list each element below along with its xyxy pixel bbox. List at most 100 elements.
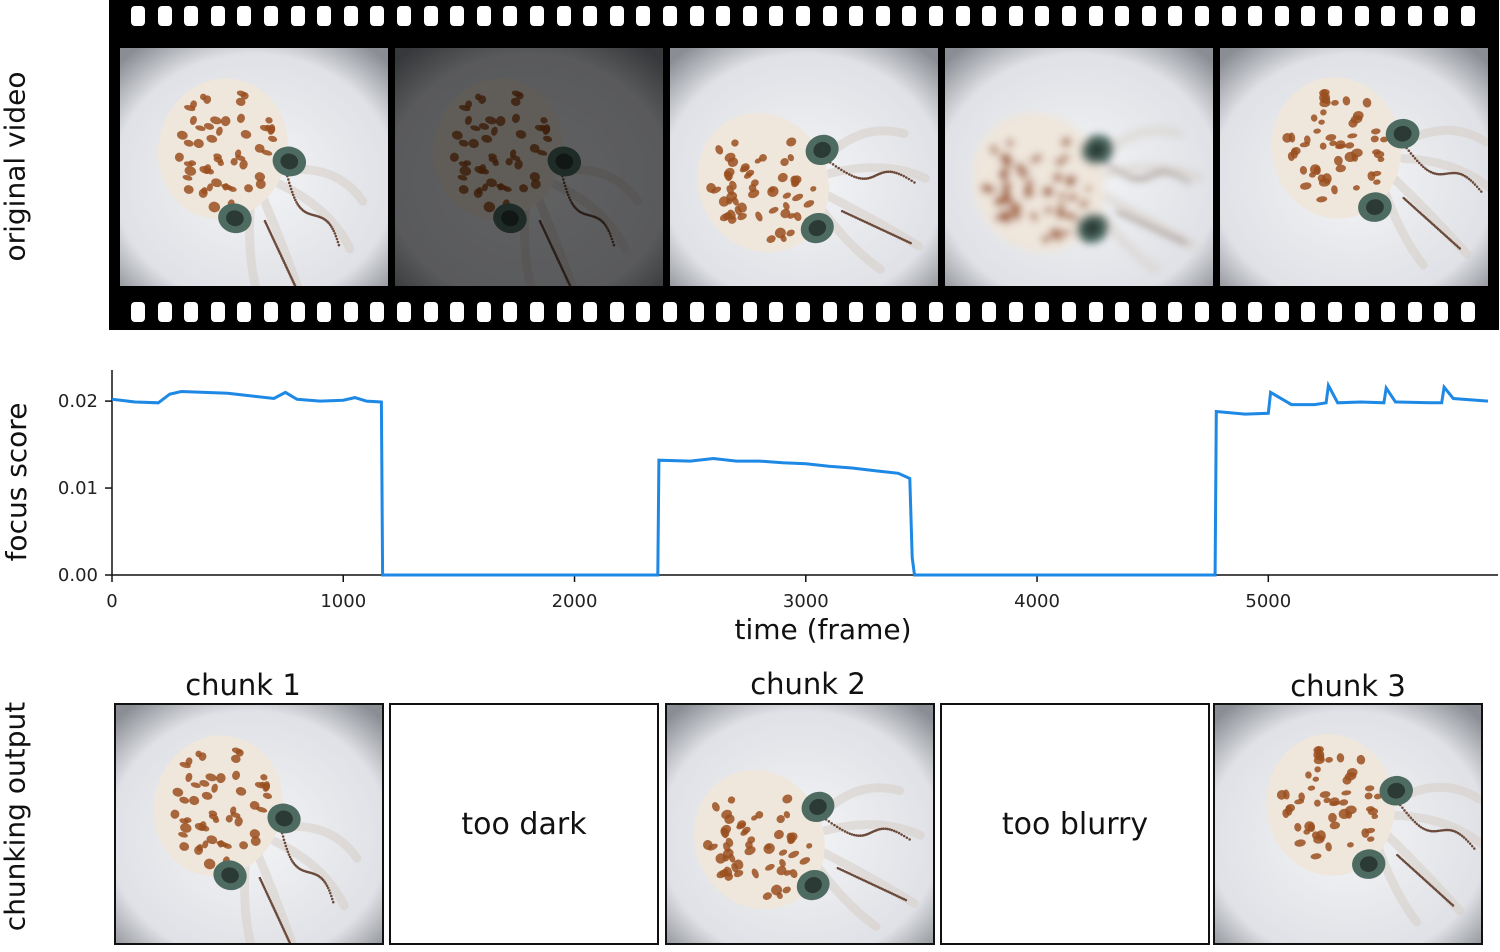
sprocket-hole <box>1434 302 1449 322</box>
sprocket-hole <box>530 6 544 26</box>
sprocket-hole <box>742 6 757 26</box>
sprocket-hole <box>689 6 704 26</box>
x-tick-label: 0 <box>106 591 117 612</box>
sprocket-hole <box>450 6 465 26</box>
chunk-box-too-dark: too dark <box>389 703 659 945</box>
sprocket-hole <box>822 6 837 26</box>
sprocket-hole <box>636 302 651 322</box>
sprocket-hole <box>663 302 677 322</box>
sprocket-hole <box>1328 302 1342 322</box>
sprocket-hole <box>1248 302 1263 322</box>
film-frame-5 <box>1220 48 1488 286</box>
sprocket-hole <box>530 302 544 322</box>
film-frame-2 <box>395 48 663 286</box>
sprocket-hole <box>663 6 677 26</box>
sprocket-hole <box>184 302 199 322</box>
sprocket-hole <box>583 302 598 322</box>
x-tick-label: 3000 <box>783 591 829 612</box>
film-frame-4 <box>945 48 1213 286</box>
sprocket-hole <box>556 302 571 322</box>
film-frame-3 <box>670 48 938 286</box>
chunk-title-2: chunk 2 <box>750 667 866 701</box>
focus-score-chart: 0 1000 2000 3000 4000 5000 0.00 0.01 0.02 time (… <box>0 370 1498 645</box>
sprocket-hole <box>1328 6 1342 26</box>
sprocket-hole <box>902 6 917 26</box>
sprocket-hole <box>264 302 278 322</box>
chunk-box-1 <box>114 703 384 945</box>
sprocket-hole <box>822 302 837 322</box>
sprocket-hole <box>1115 6 1130 26</box>
chunk-title-3: chunk 3 <box>1290 669 1406 703</box>
sprocket-hole <box>1381 302 1396 322</box>
sprocket-hole <box>769 302 784 322</box>
sprocket-hole <box>556 6 571 26</box>
sprocket-hole <box>742 302 757 322</box>
row-label-chunking-output: chunking output <box>0 701 32 932</box>
sprocket-hole <box>290 6 305 26</box>
y-tick-label: 0.02 <box>58 391 98 412</box>
sprocket-hole <box>1301 6 1316 26</box>
too-dark-label: too dark <box>461 806 587 842</box>
sprocket-hole <box>929 302 943 322</box>
sprocket-hole <box>397 302 411 322</box>
sprocket-hole <box>503 6 518 26</box>
sprocket-hole <box>1461 6 1475 26</box>
film-sprocket-holes-bottom <box>109 302 1499 324</box>
sprocket-hole <box>1381 6 1396 26</box>
sprocket-hole <box>583 6 598 26</box>
sprocket-hole <box>982 302 997 322</box>
sprocket-hole <box>423 6 438 26</box>
sprocket-hole <box>370 6 385 26</box>
sprocket-hole <box>849 302 864 322</box>
sprocket-hole <box>875 302 890 322</box>
sprocket-hole <box>157 6 172 26</box>
sprocket-hole <box>370 302 385 322</box>
too-blurry-label: too blurry <box>1001 806 1149 842</box>
sprocket-hole <box>184 6 199 26</box>
sprocket-hole <box>769 6 784 26</box>
sprocket-hole <box>1008 6 1023 26</box>
sprocket-hole <box>317 6 332 26</box>
sprocket-hole <box>264 6 278 26</box>
sprocket-hole <box>131 6 145 26</box>
sprocket-hole <box>1221 302 1236 322</box>
sprocket-hole <box>1407 6 1422 26</box>
sprocket-hole <box>1274 302 1289 322</box>
sprocket-hole <box>875 6 890 26</box>
sprocket-hole <box>1141 302 1156 322</box>
sprocket-hole <box>902 302 917 322</box>
sprocket-hole <box>982 6 997 26</box>
sprocket-hole <box>1035 302 1050 322</box>
x-tick-label: 5000 <box>1245 591 1291 612</box>
sprocket-hole <box>1168 302 1183 322</box>
sprocket-hole <box>1301 302 1316 322</box>
sprocket-hole <box>317 302 332 322</box>
x-tick-label: 4000 <box>1014 591 1060 612</box>
sprocket-hole <box>450 302 465 322</box>
sprocket-hole <box>929 6 943 26</box>
sprocket-hole <box>503 302 518 322</box>
sprocket-hole <box>955 6 970 26</box>
sprocket-hole <box>397 6 411 26</box>
sprocket-hole <box>849 6 864 26</box>
y-tick-label: 0.01 <box>58 478 98 499</box>
sprocket-hole <box>796 6 810 26</box>
sprocket-hole <box>636 6 651 26</box>
sprocket-hole <box>1195 6 1209 26</box>
sprocket-hole <box>1407 302 1422 322</box>
film-strip <box>109 0 1499 330</box>
sprocket-hole <box>131 302 145 322</box>
x-tick-label: 2000 <box>552 591 598 612</box>
sprocket-hole <box>609 302 624 322</box>
sprocket-hole <box>716 302 731 322</box>
sprocket-hole <box>1195 302 1209 322</box>
sprocket-hole <box>609 6 624 26</box>
sprocket-hole <box>1088 302 1103 322</box>
sprocket-hole <box>1008 302 1023 322</box>
sprocket-hole <box>1062 6 1076 26</box>
sprocket-hole <box>343 302 358 322</box>
sprocket-hole <box>1115 302 1130 322</box>
sprocket-hole <box>1088 6 1103 26</box>
x-tick-label: 1000 <box>320 591 366 612</box>
sprocket-hole <box>1141 6 1156 26</box>
